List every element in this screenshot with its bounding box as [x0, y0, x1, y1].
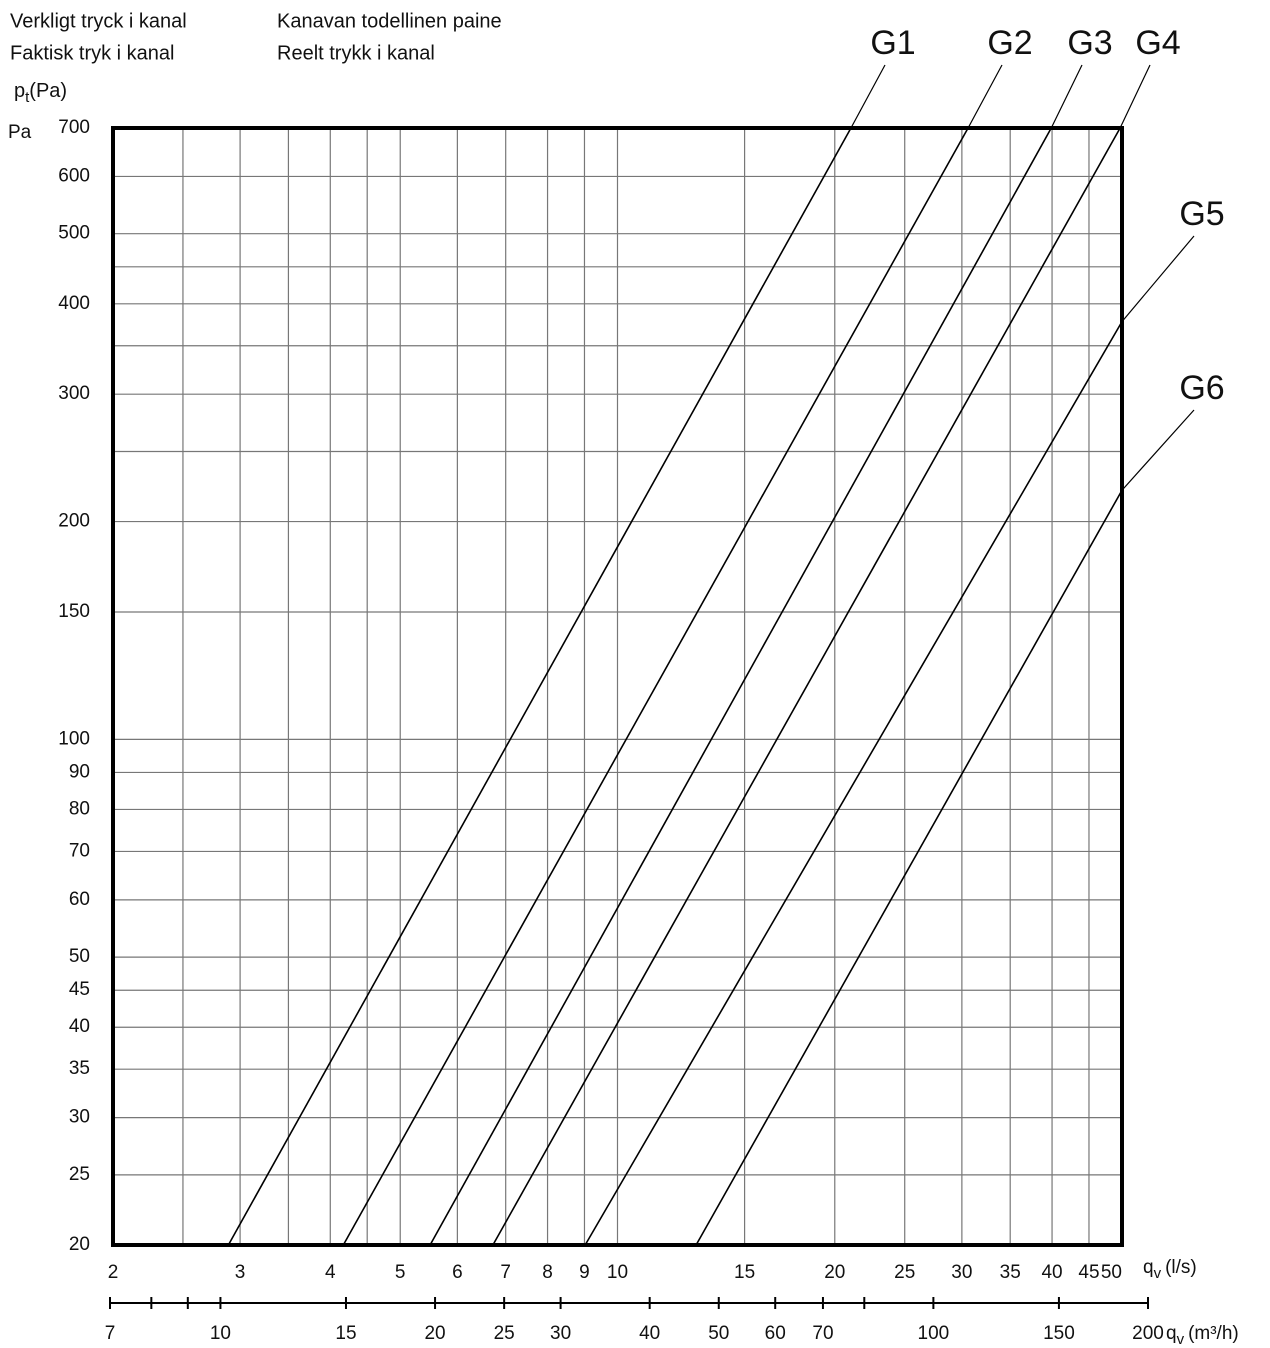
series-label: G2	[987, 24, 1032, 62]
y-tick-label: 200	[58, 511, 90, 532]
header-text: Reelt trykk i kanal	[277, 42, 435, 64]
line-series	[695, 489, 1123, 1246]
x-tick-label: 3	[235, 1262, 246, 1283]
line-series	[227, 127, 852, 1246]
x2-tick-label: 40	[639, 1323, 660, 1344]
y-tick-label: 700	[58, 117, 90, 138]
x-tick-label: 2	[108, 1262, 119, 1283]
leader-line	[1119, 64, 1151, 129]
y-tick-label: 150	[58, 601, 90, 622]
x-tick-label: 35	[1000, 1262, 1021, 1283]
x2-tick-label: 10	[210, 1323, 231, 1344]
x-tick-label: 40	[1041, 1262, 1062, 1283]
x2-tick-label: 60	[765, 1323, 786, 1344]
line-series	[429, 127, 1052, 1246]
x2-tick-label: 30	[550, 1323, 571, 1344]
x2-axis-label: qv (m³/h)	[1166, 1323, 1239, 1348]
x-tick-label: 4	[325, 1262, 336, 1283]
x-tick-label: 7	[500, 1262, 511, 1283]
x-tick-label: 15	[734, 1262, 755, 1283]
x-tick-label: 50	[1101, 1262, 1122, 1283]
series-label: G4	[1135, 24, 1180, 62]
y-tick-label: 20	[69, 1234, 90, 1255]
leader-line	[967, 64, 1003, 129]
leader-line	[1121, 409, 1195, 491]
series-label: G1	[870, 24, 915, 62]
x2-tick-label: 200	[1132, 1323, 1164, 1344]
y-unit: Pa	[8, 122, 32, 143]
y-tick-label: 500	[58, 223, 90, 244]
series-label: G5	[1179, 195, 1224, 233]
x2-tick-label: 25	[494, 1323, 515, 1344]
y-tick-label: 90	[69, 761, 90, 782]
x2-tick-label: 150	[1043, 1323, 1075, 1344]
x-tick-label: 5	[395, 1262, 406, 1283]
y-tick-label: 25	[69, 1164, 90, 1185]
series-label: G6	[1179, 369, 1224, 407]
y-axis-label: pt(Pa)	[14, 80, 67, 106]
x-axis-label: qv (l/s)	[1143, 1257, 1197, 1282]
x2-tick-label: 50	[708, 1323, 729, 1344]
y-tick-label: 80	[69, 798, 90, 819]
line-series	[492, 127, 1121, 1246]
header-text: Verkligt tryck i kanal	[10, 10, 187, 32]
leader-line	[1050, 64, 1083, 129]
y-tick-label: 100	[58, 728, 90, 749]
x-tick-label: 6	[452, 1262, 463, 1283]
leader-line	[1121, 235, 1195, 322]
plot-frame	[111, 126, 1124, 1247]
y-tick-label: 60	[69, 889, 90, 910]
y-tick-label: 35	[69, 1058, 90, 1079]
y-tick-label: 300	[58, 383, 90, 404]
y-tick-label: 600	[58, 165, 90, 186]
y-tick-label: 40	[69, 1016, 90, 1037]
x-tick-label: 20	[824, 1262, 845, 1283]
x2-tick-label: 20	[424, 1323, 445, 1344]
y-tick-label: 30	[69, 1107, 90, 1128]
y-tick-label: 50	[69, 946, 90, 967]
x-tick-label: 45	[1078, 1262, 1099, 1283]
x-tick-label: 30	[951, 1262, 972, 1283]
x2-tick-label: 70	[812, 1323, 833, 1344]
line-series	[342, 127, 969, 1246]
x2-tick-label: 100	[918, 1323, 950, 1344]
x-tick-label: 9	[579, 1262, 590, 1283]
line-series	[584, 321, 1123, 1246]
y-tick-label: 70	[69, 840, 90, 861]
y-tick-label: 45	[69, 979, 90, 1000]
x-tick-label: 10	[607, 1262, 628, 1283]
y-tick-label: 400	[58, 293, 90, 314]
header-text: Kanavan todellinen paine	[277, 10, 502, 32]
x2-tick-label: 15	[335, 1323, 356, 1344]
x-tick-label: 25	[894, 1262, 915, 1283]
x-tick-label: 8	[542, 1262, 553, 1283]
x2-tick-label: 7	[105, 1323, 116, 1344]
leader-line	[850, 64, 886, 129]
header-text: Faktisk tryk i kanal	[10, 42, 174, 64]
series-label: G3	[1067, 24, 1112, 62]
